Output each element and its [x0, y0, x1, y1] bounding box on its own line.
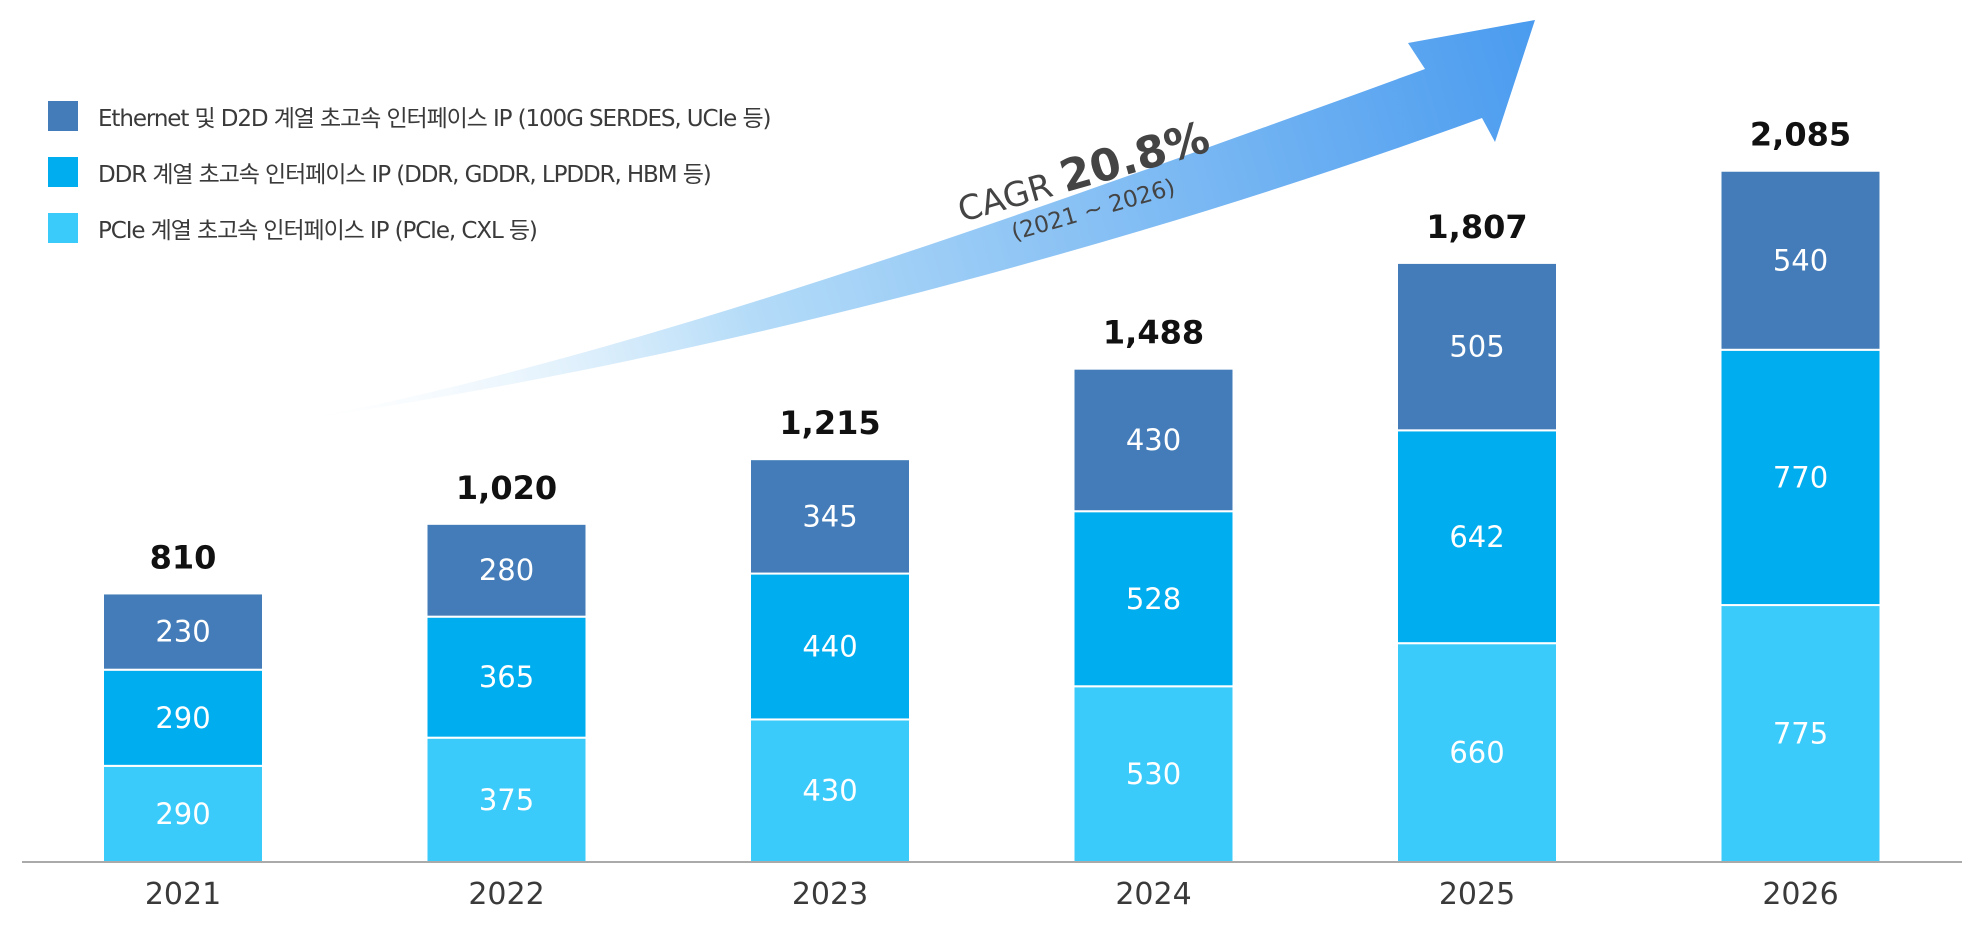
total-label-2022: 1,020 — [456, 469, 557, 507]
segment-label-ethernet-2024: 430 — [1126, 423, 1181, 457]
segment-label-ethernet-2022: 280 — [479, 553, 534, 587]
x-tick-label-2022: 2022 — [468, 877, 544, 912]
segment-label-pcie-2025: 660 — [1449, 736, 1504, 770]
total-label-2021: 810 — [150, 538, 217, 576]
segment-label-ddr-2021: 290 — [155, 701, 210, 735]
bar-segment-ethernet-2026 — [1719, 169, 1882, 351]
bar-segment-ddr-2025 — [1396, 429, 1558, 645]
bar-segment-ddr-2026 — [1719, 348, 1882, 607]
legend-swatch-ethernet — [48, 101, 78, 131]
segment-label-ddr-2023: 440 — [802, 630, 857, 664]
total-label-2024: 1,488 — [1103, 314, 1204, 352]
segment-label-ddr-2022: 365 — [479, 660, 534, 694]
segment-label-pcie-2021: 290 — [155, 797, 210, 831]
bar-segment-pcie-2022 — [425, 736, 588, 864]
legend-label-ethernet: Ethernet 및 D2D 계열 초고속 인터페이스 IP (100G SER… — [98, 106, 771, 132]
x-tick-label-2025: 2025 — [1439, 877, 1515, 912]
bar-segment-ethernet-2025 — [1396, 261, 1558, 432]
bar-segment-ethernet-2021 — [102, 592, 264, 671]
segment-label-ethernet-2023: 345 — [802, 499, 857, 533]
legend-item-pcie: PCIe 계열 초고속 인터페이스 IP (PCIe, CXL 등) — [48, 200, 770, 256]
segment-label-ddr-2024: 528 — [1126, 582, 1181, 616]
bar-segment-ethernet-2024 — [1072, 367, 1235, 513]
segment-label-ddr-2025: 642 — [1449, 520, 1504, 554]
segment-label-ddr-2026: 770 — [1773, 460, 1828, 494]
bar-segment-ddr-2021 — [102, 668, 264, 767]
total-label-2026: 2,085 — [1750, 116, 1851, 154]
bar-segment-pcie-2023 — [749, 718, 911, 864]
x-tick-label-2026: 2026 — [1762, 877, 1838, 912]
bar-segment-ddr-2022 — [425, 615, 588, 739]
cagr-growth-arrow — [300, 20, 1535, 420]
x-tick-label-2024: 2024 — [1115, 877, 1191, 912]
legend-label-pcie: PCIe 계열 초고속 인터페이스 IP (PCIe, CXL 등) — [98, 218, 538, 244]
bar-segment-ethernet-2023 — [749, 458, 911, 575]
segment-label-pcie-2026: 775 — [1773, 717, 1828, 751]
x-tick-label-2021: 2021 — [145, 877, 221, 912]
segment-label-ethernet-2026: 540 — [1773, 243, 1828, 277]
total-label-2023: 1,215 — [779, 404, 880, 442]
segment-label-pcie-2024: 530 — [1126, 757, 1181, 791]
segment-label-pcie-2023: 430 — [802, 774, 857, 808]
x-tick-label-2023: 2023 — [792, 877, 868, 912]
bar-segment-ethernet-2022 — [425, 522, 588, 618]
segment-label-ethernet-2021: 230 — [155, 615, 210, 649]
bar-segment-pcie-2026 — [1719, 604, 1882, 863]
legend: Ethernet 및 D2D 계열 초고속 인터페이스 IP (100G SER… — [48, 88, 771, 256]
bar-segment-pcie-2021 — [102, 764, 264, 863]
legend-swatch-ddr — [48, 157, 78, 187]
legend-swatch-pcie — [48, 213, 78, 243]
bar-segment-ddr-2024 — [1072, 510, 1235, 688]
legend-item-ddr: DDR 계열 초고속 인터페이스 IP (DDR, GDDR, LPDDR, H… — [48, 144, 770, 200]
segment-label-pcie-2022: 375 — [479, 783, 534, 817]
segment-label-ethernet-2025: 505 — [1449, 330, 1504, 364]
total-label-2025: 1,807 — [1426, 208, 1527, 246]
bar-segment-ddr-2023 — [749, 572, 911, 721]
legend-label-ddr: DDR 계열 초고속 인터페이스 IP (DDR, GDDR, LPDDR, H… — [98, 162, 712, 188]
legend-item-ethernet: Ethernet 및 D2D 계열 초고속 인터페이스 IP (100G SER… — [48, 88, 771, 144]
bar-segment-pcie-2025 — [1396, 642, 1558, 864]
